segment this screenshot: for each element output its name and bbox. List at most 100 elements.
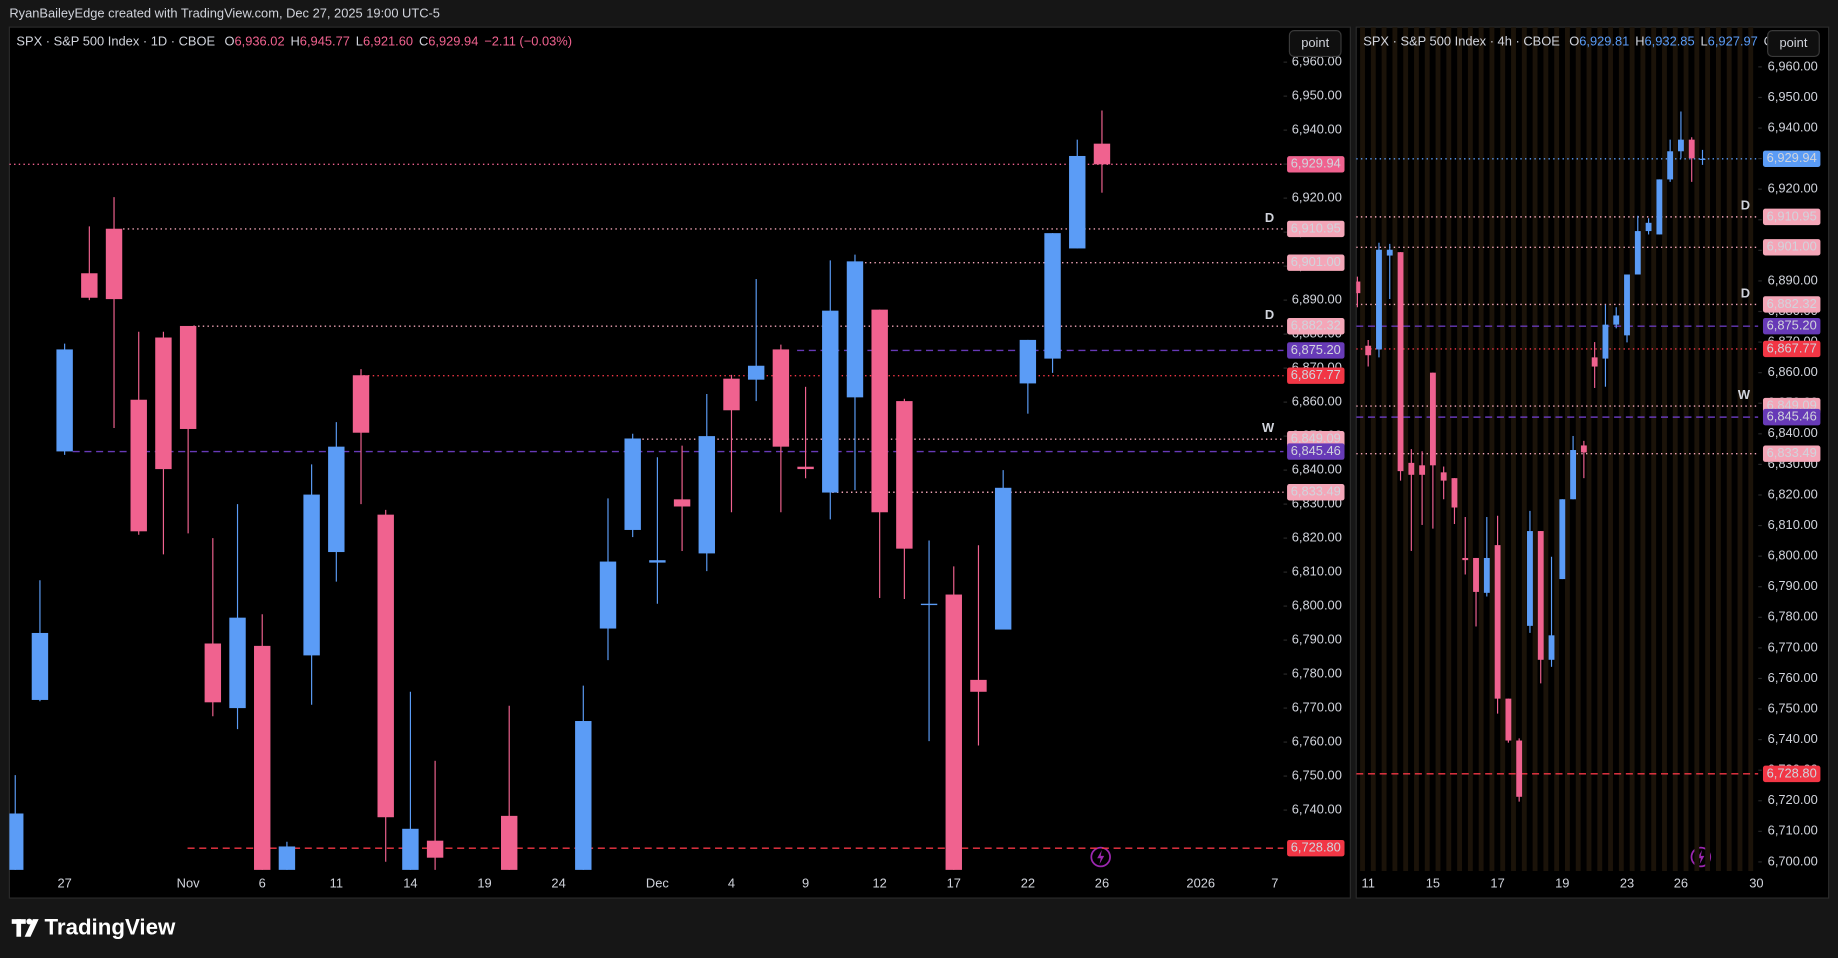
level-tag: D [1741, 285, 1750, 300]
candle-body [1044, 233, 1061, 359]
candle-body [1591, 357, 1598, 367]
y-tick-label: 6,840.00 [1768, 425, 1818, 440]
candle-body [624, 438, 641, 530]
y-tick-label: 6,700.00 [1768, 853, 1818, 868]
candle-body [1462, 557, 1469, 561]
level-label: 6,882.32 [1291, 318, 1341, 333]
legend-key: L [356, 34, 363, 49]
x-tick-label: 17 [947, 875, 961, 890]
candle-body [871, 309, 888, 513]
candle-body [500, 815, 518, 870]
legend-symbol: SPX · S&P 500 Index · 1D · CBOE [16, 34, 215, 49]
candle-body [81, 273, 98, 298]
y-tick-label: 6,770.00 [1768, 639, 1818, 654]
y-tick-label: 6,810.00 [1292, 564, 1342, 579]
candle-body [994, 487, 1012, 630]
level-label-box [1287, 443, 1345, 460]
level-label-box [1762, 296, 1821, 313]
level-tag: D [1741, 198, 1750, 213]
y-tick-label: 6,950.00 [1768, 89, 1818, 104]
logo-icon [11, 918, 39, 937]
alert-icon[interactable] [1090, 846, 1111, 868]
point-button-label[interactable]: point [1779, 35, 1807, 50]
y-tick-label: 6,740.00 [1768, 731, 1818, 746]
level-label: 6,728.80 [1291, 840, 1341, 855]
candle-body [1580, 445, 1587, 453]
y-tick-label: 6,720.00 [1768, 792, 1818, 807]
point-button[interactable] [1767, 30, 1820, 58]
point-button-label[interactable]: point [1301, 35, 1329, 50]
level-label: 6,867.77 [1767, 340, 1817, 355]
candle-body [1376, 249, 1382, 350]
level-label-box [1287, 484, 1345, 501]
brand: TradingView [45, 914, 176, 939]
session-stripe [1489, 27, 1495, 872]
legend-symbol: SPX · S&P 500 Index · 4h · CBOE [1363, 34, 1560, 49]
candle-body [1429, 372, 1436, 466]
candle-body [105, 228, 123, 300]
level-label: 6,875.20 [1767, 318, 1817, 333]
level-label-box [1287, 342, 1345, 359]
level-label: 6,833.49 [1291, 484, 1341, 499]
y-tick-label: 6,800.00 [1292, 598, 1342, 613]
candle-body [1494, 545, 1501, 699]
y-tick-label: 6,960.00 [1768, 58, 1818, 73]
x-tick-label: 23 [1620, 875, 1634, 890]
level-label: 6,845.46 [1291, 443, 1341, 458]
level-label-box [1287, 254, 1345, 271]
point-button[interactable] [1288, 30, 1342, 58]
legend-key: L [1701, 34, 1708, 49]
candle-body [575, 721, 592, 870]
session-stripe [1446, 27, 1452, 872]
candle-body [1688, 139, 1695, 159]
legend-value: 6,927.97 [1708, 34, 1758, 49]
level-tag: D [1265, 210, 1274, 225]
plot-area [9, 110, 1284, 870]
y-tick-label: 6,960.00 [1292, 54, 1342, 69]
x-tick-label: Nov [177, 875, 200, 890]
session-stripe [1694, 27, 1700, 872]
session-stripe [1511, 27, 1516, 872]
level-label: 6,833.49 [1767, 445, 1817, 460]
legend-value: 6,932.85 [1645, 34, 1695, 49]
y-tick-label: 6,800.00 [1768, 548, 1818, 563]
level-tag: W [1738, 387, 1751, 402]
y-tick-label: 6,860.00 [1768, 364, 1818, 379]
session-stripe [1715, 27, 1721, 872]
candle-body [1559, 499, 1566, 580]
candle-body [352, 375, 370, 433]
session-stripe [1705, 27, 1711, 872]
candle-body [204, 643, 222, 703]
candle-body [9, 813, 24, 870]
y-tick-label: 6,940.00 [1292, 122, 1342, 137]
candle-body [1699, 158, 1706, 160]
x-tick-label: 17 [1490, 875, 1504, 890]
candle-body [1019, 339, 1037, 384]
session-stripe [1564, 27, 1570, 872]
x-tick-label: 30 [1749, 875, 1763, 890]
y-tick-label: 6,780.00 [1292, 666, 1342, 681]
left-panel [8, 26, 1351, 899]
alert-icon[interactable] [1690, 846, 1712, 868]
x-tick-label: 15 [1426, 875, 1440, 890]
session-stripe [1662, 27, 1667, 872]
y-tick-label: 6,760.00 [1768, 670, 1818, 685]
x-tick-label: 26 [1095, 875, 1109, 890]
candle-body [747, 365, 765, 380]
candle-body [772, 349, 790, 447]
y-tick-label: 6,920.00 [1292, 190, 1342, 205]
level-label: 6,867.77 [1291, 367, 1341, 382]
candle-body [599, 561, 617, 629]
legend: SPX · S&P 500 Index · 4h · CBOE O6,929.81… [1363, 34, 1786, 49]
level-label-box [1762, 445, 1821, 462]
level-label: 6,910.95 [1767, 208, 1817, 223]
candle-body [254, 645, 271, 870]
plot-area [1356, 27, 1759, 872]
candle-body [1365, 345, 1372, 356]
y-tick-label: 6,840.00 [1292, 462, 1342, 477]
y-tick-label: 6,770.00 [1292, 700, 1342, 715]
y-tick-label: 6,710.00 [1768, 823, 1818, 838]
level-label-box [1287, 367, 1345, 384]
session-stripe [1403, 27, 1409, 872]
